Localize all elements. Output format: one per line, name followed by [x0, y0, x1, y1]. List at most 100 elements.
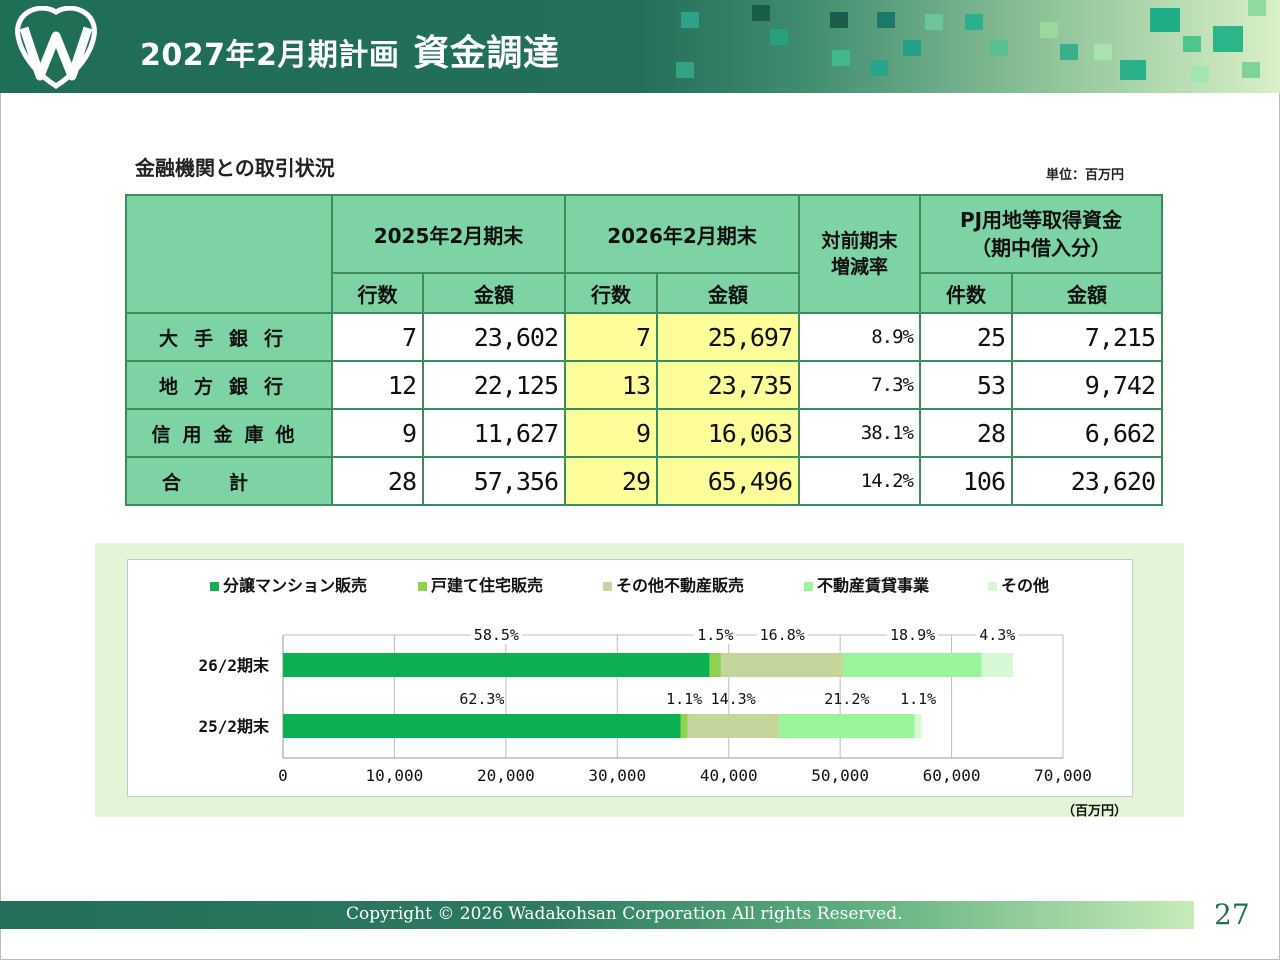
- row-label: 大手銀行: [125, 312, 333, 362]
- data-label: 58.5%: [474, 626, 519, 644]
- data-label: 4.3%: [979, 626, 1015, 644]
- header-2026-period: 2026年2月期末: [564, 194, 800, 274]
- header-banner: 2027年2月期計画 資金調達: [0, 0, 1280, 93]
- x-tick-label: 70,000: [1034, 766, 1092, 785]
- cell-change-rate: 38.1%: [798, 408, 921, 458]
- data-label-bg: [470, 626, 522, 644]
- data-label: 21.2%: [824, 690, 869, 708]
- data-label: 1.5%: [697, 626, 733, 644]
- bar-segment: [914, 714, 922, 738]
- header-change-rate: 対前期末 増減率: [798, 194, 921, 314]
- header-pj-funds: PJ用地等取得資金 （期中借入分）: [918, 194, 1164, 274]
- page-number: 27: [1214, 898, 1250, 931]
- x-tick-label: 40,000: [700, 766, 758, 785]
- cell-change-rate: 7.3%: [798, 360, 921, 410]
- cell-count-2025: 7: [331, 312, 424, 362]
- cell-amount-2026: 23,735: [656, 360, 800, 410]
- cell-count-2026: 9: [564, 408, 658, 458]
- bar-segment: [283, 714, 681, 738]
- cell-change-rate: 8.9%: [798, 312, 921, 362]
- legend-swatch: [210, 582, 219, 591]
- cell-count-2026: 13: [564, 360, 658, 410]
- data-label-bg: [887, 626, 939, 644]
- copyright-text: Copyright © 2026 Wadakohsan Corporation …: [346, 904, 903, 924]
- legend-label: 分譲マンション販売: [223, 576, 368, 595]
- footer-bar: [0, 901, 1194, 929]
- cell-amount-2025: 22,125: [422, 360, 566, 410]
- chart-unit-label: （百万円）: [1062, 804, 1128, 819]
- bar-segment: [778, 714, 915, 738]
- cell-cases: 106: [919, 456, 1013, 506]
- x-tick-label: 50,000: [811, 766, 869, 785]
- legend-item-other: その他: [988, 572, 1049, 596]
- legend-swatch: [418, 582, 427, 591]
- cell-count-2026: 29: [564, 456, 658, 506]
- header-2025-period: 2025年2月期末: [331, 194, 566, 274]
- cell-count-2026: 7: [564, 312, 658, 362]
- bar-segment: [981, 653, 1013, 677]
- page-title-topic: 資金調達: [413, 33, 560, 74]
- cell-pj-amount: 9,742: [1010, 360, 1164, 410]
- cell-change-rate: 14.2%: [798, 456, 921, 506]
- cell-amount-2026: 16,063: [656, 408, 800, 458]
- data-label: 14.3%: [711, 690, 756, 708]
- legend-item-other-realestate-sales: その他不動産販売: [603, 572, 744, 596]
- category-label: 26/2期末: [198, 656, 270, 675]
- x-tick-label: 60,000: [923, 766, 981, 785]
- cell-count-2025: 12: [331, 360, 424, 410]
- legend-label: その他不動産販売: [616, 576, 745, 595]
- header-change-rate-line2: 増減率: [830, 256, 888, 278]
- data-label: 18.9%: [890, 626, 935, 644]
- company-logo: [15, 6, 97, 89]
- financial-institutions-table: 2025年2月期末 2026年2月期末 対前期末 増減率 PJ用地等取得資金 （…: [125, 194, 1164, 506]
- x-tick-label: 30,000: [588, 766, 646, 785]
- header-pj-funds-line1: PJ用地等取得資金: [959, 208, 1123, 232]
- table-corner-cell: [125, 194, 333, 314]
- data-label-bg: [756, 626, 808, 644]
- cell-amount-2025: 11,627: [422, 408, 566, 458]
- header-pj-funds-line2: （期中借入分）: [971, 236, 1111, 260]
- cell-amount-2026: 25,697: [656, 312, 800, 362]
- subheader-pj-amount: 金額: [1010, 272, 1164, 314]
- legend-item-leasing: 不動産賃貸事業: [804, 572, 929, 596]
- data-label-bg: [976, 626, 1019, 644]
- table-row-regional-banks: 地方銀行 12 22,125 13 23,735 7.3% 53 9,742: [125, 360, 1164, 410]
- cell-pj-amount: 7,215: [1010, 312, 1164, 362]
- data-label: 1.1%: [900, 690, 936, 708]
- legend-swatch: [804, 582, 813, 591]
- cell-cases: 53: [919, 360, 1013, 410]
- cell-pj-amount: 6,662: [1010, 408, 1164, 458]
- data-label: 16.8%: [760, 626, 805, 644]
- bar-segment: [720, 653, 844, 677]
- row-label: 合計: [125, 456, 333, 506]
- bar-segment: [680, 714, 688, 738]
- x-tick-label: 20,000: [477, 766, 535, 785]
- subheader-cases: 件数: [919, 272, 1013, 314]
- cell-pj-amount: 23,620: [1010, 456, 1164, 506]
- table-row-total: 合計 28 57,356 29 65,496 14.2% 106 23,620: [125, 456, 1164, 506]
- category-label: 25/2期末: [198, 717, 270, 736]
- chart-plot-area: [127, 559, 1133, 797]
- table-row-credit-unions: 信用金庫他 9 11,627 9 16,063 38.1% 28 6,662: [125, 408, 1164, 458]
- subheader-count-2026: 行数: [564, 272, 658, 314]
- row-label: 信用金庫他: [125, 408, 333, 458]
- cell-count-2025: 9: [331, 408, 424, 458]
- cell-amount-2026: 65,496: [656, 456, 800, 506]
- cell-amount-2025: 23,602: [422, 312, 566, 362]
- cell-count-2025: 28: [331, 456, 424, 506]
- x-tick-label: 0: [278, 766, 288, 785]
- bar-segment: [843, 653, 982, 677]
- cell-amount-2025: 57,356: [422, 456, 566, 506]
- subheader-count-2025: 行数: [331, 272, 424, 314]
- data-label: 62.3%: [459, 690, 504, 708]
- x-tick-label: 10,000: [366, 766, 424, 785]
- bar-segment: [687, 714, 779, 738]
- subheader-amount-2025: 金額: [422, 272, 566, 314]
- legend-item-house-sales: 戸建て住宅販売: [418, 572, 543, 596]
- legend-label: その他: [1001, 576, 1050, 595]
- row-label: 地方銀行: [125, 360, 333, 410]
- table-unit-label: 単位：百万円: [1046, 168, 1125, 183]
- subheader-amount-2026: 金額: [656, 272, 800, 314]
- legend-label: 不動産賃貸事業: [817, 576, 930, 595]
